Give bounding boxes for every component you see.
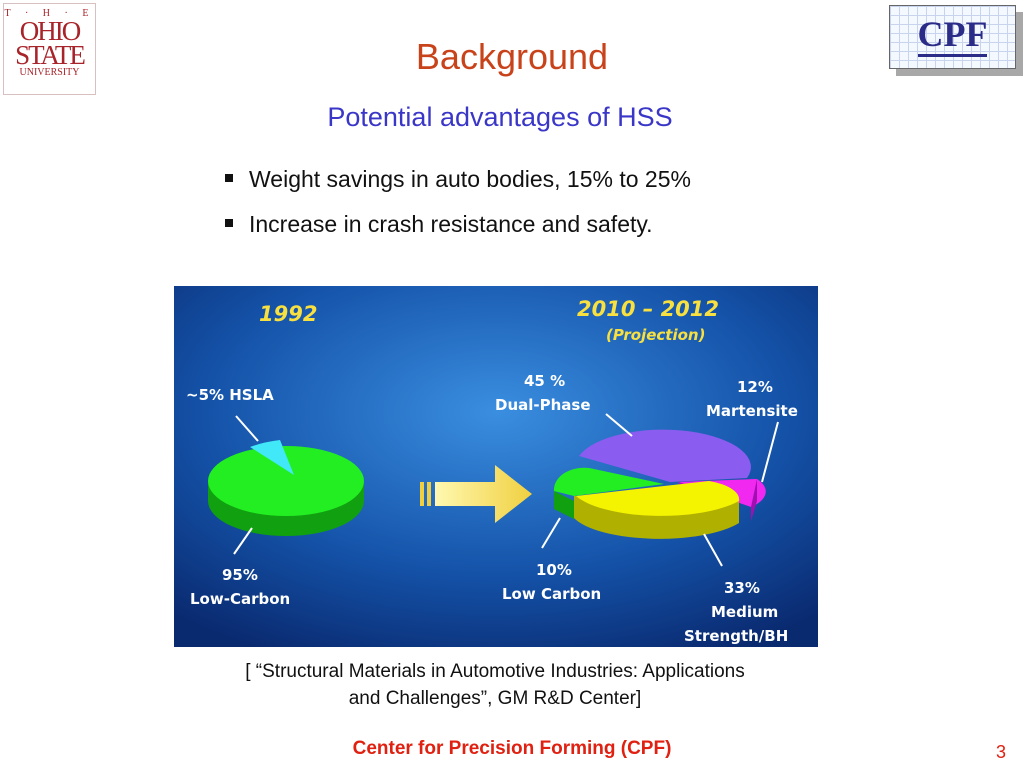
label-33-pct: 33% — [724, 579, 760, 597]
pointer-line — [235, 415, 259, 442]
label-projection: (Projection) — [606, 326, 705, 344]
slide-subtitle: Potential advantages of HSS — [327, 102, 673, 132]
slice-low-carbon-1992 — [208, 446, 364, 516]
cpf-logo: CPF — [889, 5, 1016, 69]
slide-footer: Center for Precision Forming (CPF) — [352, 738, 672, 759]
bullet-square-icon — [225, 173, 233, 182]
arrow-icon — [420, 465, 532, 523]
label-45-pct: 45 % — [524, 372, 565, 390]
pie-1992 — [208, 440, 364, 536]
bullet-text: Increase in crash resistance and safety. — [249, 211, 653, 237]
ohio-state-logo: T · H · E OHIO STATE UNIVERSITY — [3, 3, 96, 95]
logo-text: T · H · E — [4, 8, 95, 19]
bullet-item: Weight savings in auto bodies, 15% to 25… — [225, 166, 691, 193]
caption-line: [ “Structural Materials in Automotive In… — [245, 661, 745, 682]
label-dual-phase: Dual-Phase — [495, 396, 591, 414]
figure-caption: [ “Structural Materials in Automotive In… — [150, 658, 840, 712]
label-medium: Medium — [711, 603, 778, 621]
pointer-line — [233, 527, 253, 555]
slice-low-carbon-2010 — [553, 467, 664, 496]
slice-dual-phase — [579, 429, 751, 482]
logo-text: OHIO — [19, 16, 82, 46]
bullet-item: Increase in crash resistance and safety. — [225, 211, 653, 238]
bullet-text: Weight savings in auto bodies, 15% to 25… — [249, 166, 691, 192]
cpf-logo-text: CPF — [917, 14, 988, 57]
logo-text: STATE — [15, 40, 86, 70]
label-strength-bh: Strength/BH — [684, 627, 788, 645]
label-1992: 1992 — [259, 302, 317, 326]
label-95-pct: 95% — [222, 566, 258, 584]
page-number: 3 — [996, 742, 1007, 762]
label-2010-2012: 2010 – 2012 — [577, 297, 719, 321]
label-low-carbon-1992: Low-Carbon — [190, 590, 290, 608]
caption-line: and Challenges”, GM R&D Center] — [348, 688, 642, 709]
label-12-pct: 12% — [737, 378, 773, 396]
pointer-line — [605, 413, 633, 437]
label-10-pct: 10% — [536, 561, 572, 579]
pointer-line — [541, 517, 561, 549]
pie-2010-2012 — [553, 429, 766, 539]
bullet-square-icon — [225, 218, 233, 227]
slice-medium-strength — [576, 481, 740, 516]
pointer-line — [761, 421, 779, 483]
slide-title: Background — [415, 36, 609, 77]
slice-hsla-1992 — [250, 440, 294, 475]
label-hsla: ~5% HSLA — [186, 386, 274, 404]
label-low-carbon-2010: Low Carbon — [502, 585, 601, 603]
steel-usage-figure: 1992 2010 – 2012 (Projection) ~5% HSLA 9… — [174, 286, 818, 647]
label-martensite: Martensite — [706, 402, 798, 420]
logo-text: UNIVERSITY — [19, 67, 80, 78]
pointer-line — [703, 533, 723, 567]
